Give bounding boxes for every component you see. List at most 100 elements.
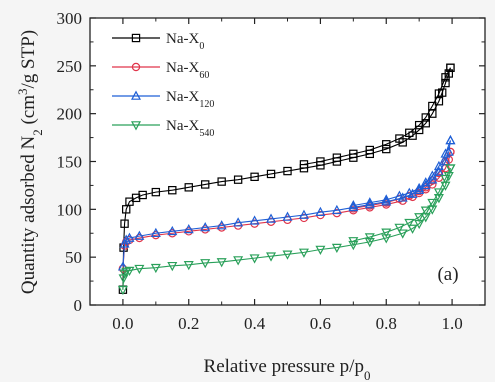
desorption-point [394, 223, 405, 233]
desorption-point [428, 101, 437, 111]
panel-label: (a) [437, 264, 458, 285]
desorption-point [420, 177, 431, 187]
adsorption-point [348, 240, 359, 251]
legend-label-main: Na-X [166, 60, 199, 76]
desorption-point [404, 187, 415, 197]
desorption-point [433, 160, 444, 171]
desorption-point [404, 218, 415, 229]
adsorption-point [381, 196, 392, 206]
adsorption-point [233, 217, 244, 227]
legend-label: Na-X120 [166, 89, 214, 110]
desorption-point [446, 63, 455, 72]
legend-marker [130, 90, 142, 100]
adsorption-point [134, 264, 145, 275]
y-tick-label: 50 [65, 248, 82, 267]
adsorption-point [249, 215, 260, 225]
desorption-point [299, 160, 309, 169]
desorption-point [348, 237, 359, 247]
desorption-point [394, 190, 405, 200]
adsorption-point [150, 227, 161, 238]
adsorption-point [168, 186, 177, 195]
x-tick-label: 0.0 [112, 314, 133, 333]
adsorption-point [120, 219, 129, 228]
adsorption-point [138, 190, 147, 200]
legend-item: Na-X60 [112, 60, 209, 81]
legend-label: Na-X540 [166, 118, 214, 139]
desorption-point [440, 174, 451, 185]
desorption-point [433, 188, 444, 198]
desorption-point [316, 157, 325, 166]
desorption-point [440, 148, 451, 158]
legend-label-subscript: 60 [199, 70, 209, 81]
series-layer [117, 63, 456, 296]
desorption-point [364, 197, 375, 207]
y-tick-label: 300 [57, 9, 83, 28]
desorption-point [441, 73, 450, 82]
adsorption-point [433, 166, 444, 176]
adsorption-point [382, 144, 391, 154]
ticks-layer: 0.0 0.2 0.4 0.6 0.8 1.0 0 50 100 150 200 250 300 [57, 9, 485, 333]
legend-marker [130, 121, 142, 131]
adsorption-point [201, 180, 210, 189]
adsorption-point [407, 224, 418, 234]
desorption-line [353, 140, 451, 207]
adsorption-point [167, 261, 178, 272]
desorption-point [332, 153, 342, 162]
y-tick-label: 100 [57, 200, 83, 219]
adsorption-point [298, 248, 309, 258]
adsorption-point [433, 194, 444, 204]
adsorption-point [364, 238, 375, 248]
desorption-point [434, 89, 444, 98]
adsorption-point [348, 201, 359, 212]
legend-label-subscript: 0 [199, 41, 204, 52]
legend-item: Na-X120 [112, 89, 214, 110]
adsorption-point [183, 223, 194, 234]
desorption-point [405, 128, 414, 137]
series-Na-X540 [117, 164, 456, 296]
adsorption-point [298, 209, 309, 219]
desorption-point [381, 228, 392, 238]
y-tick-label: 250 [57, 57, 83, 76]
adsorption-point [233, 175, 243, 184]
desorption-point [445, 134, 456, 145]
adsorption-point [282, 250, 293, 260]
adsorption-point [282, 211, 293, 221]
desorption-line [303, 67, 451, 165]
legend-label: Na-X60 [166, 60, 209, 81]
adsorption-point [250, 172, 259, 182]
legend-label: Na-X0 [166, 31, 204, 52]
adsorption-point [200, 222, 211, 232]
x-tick-label: 0.2 [178, 314, 199, 333]
adsorption-point [217, 177, 226, 186]
legend-item: Na-X540 [112, 118, 214, 139]
legend-label-subscript: 120 [199, 99, 214, 110]
adsorption-point [266, 213, 277, 223]
desorption-point [414, 182, 425, 193]
adsorption-point [184, 183, 193, 192]
y-tick-label: 0 [74, 296, 83, 315]
adsorption-point [421, 119, 430, 128]
adsorption-point [233, 256, 244, 266]
desorption-point [414, 120, 424, 130]
y-tick-label: 150 [57, 153, 83, 172]
adsorption-point [216, 220, 227, 230]
adsorption-point [124, 266, 135, 277]
adsorption-line [122, 67, 451, 290]
adsorption-point [331, 243, 342, 254]
desorption-point [349, 149, 358, 159]
desorption-line [353, 167, 451, 242]
desorption-point [445, 164, 456, 174]
legend-marker [131, 33, 141, 43]
desorption-point [427, 198, 438, 209]
legend-label-main: Na-X [166, 89, 199, 105]
adsorption-point [266, 169, 276, 179]
desorption-point [364, 233, 375, 243]
adsorption-point [167, 225, 178, 236]
legend-item: Na-X0 [112, 31, 204, 52]
desorption-point [395, 134, 404, 143]
adsorption-point [200, 259, 211, 269]
legend-label-subscript: 540 [199, 128, 214, 139]
adsorption-point [117, 285, 128, 296]
adsorption-point [134, 230, 145, 240]
